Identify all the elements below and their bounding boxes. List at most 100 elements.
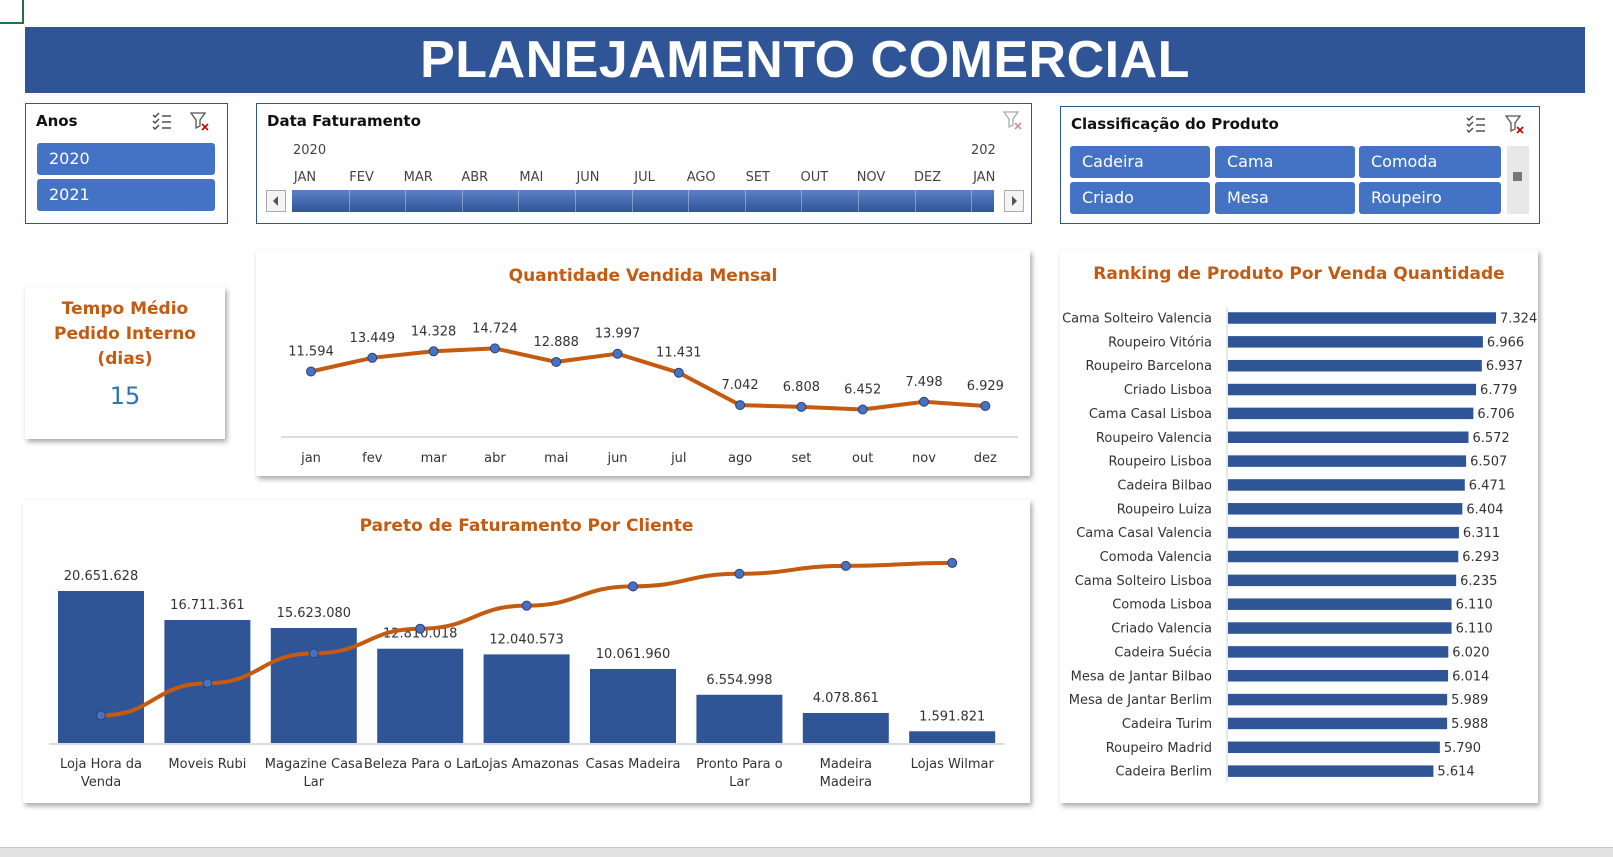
- data-label: 6.507: [1470, 455, 1507, 470]
- x-tick-label: Magazine Casa: [265, 757, 363, 772]
- bar: [1228, 336, 1483, 348]
- data-label: 20.651.628: [64, 569, 138, 584]
- bar: [1228, 717, 1448, 730]
- timeline-year-end: 202: [971, 143, 996, 158]
- x-tick-label: Lar: [729, 775, 750, 790]
- x-tick-label: ago: [728, 451, 752, 466]
- bar: [1228, 431, 1469, 443]
- kpi-value: 15: [109, 382, 141, 410]
- ranking-chart-svg: Cama Solteiro Valencia 7.324 Roupeiro Vitó…: [1062, 307, 1537, 782]
- bar: [377, 648, 464, 743]
- data-label: 5.614: [1437, 765, 1474, 780]
- x-tick-label: fev: [362, 451, 383, 466]
- y-tick-label: Cadeira Bilbao: [1117, 478, 1212, 493]
- kpi-title-line1: Tempo Médio: [61, 299, 189, 319]
- slicer-item-criado[interactable]: Criado: [1070, 182, 1210, 214]
- y-tick-label: Roupeiro Lisboa: [1109, 455, 1212, 470]
- slicer-item-mesa[interactable]: Mesa: [1215, 182, 1355, 214]
- y-tick-label: Roupeiro Luiza: [1117, 502, 1212, 517]
- x-tick-label: jun: [606, 451, 627, 466]
- data-label: 7.042: [721, 378, 758, 393]
- slicer-item-2020[interactable]: 2020: [37, 143, 215, 175]
- timeline-divider: [971, 190, 973, 212]
- data-label: 6.779: [1480, 383, 1517, 398]
- y-tick-label: Cadeira Berlim: [1116, 765, 1213, 780]
- timeline-month-label: JUN: [576, 170, 600, 185]
- data-label: 12.888: [533, 335, 579, 350]
- bar: [1228, 455, 1467, 467]
- slicer-item-comoda[interactable]: Comoda: [1359, 146, 1501, 178]
- timeline-month-label: MAR: [403, 170, 433, 185]
- kpi-title-line2: Pedido Interno: [53, 324, 196, 344]
- clear-filter-icon[interactable]: [189, 110, 211, 132]
- timeline-month-label: AGO: [686, 170, 716, 185]
- bar: [1228, 741, 1440, 754]
- x-tick-label: Madeira: [820, 775, 872, 790]
- data-point: [919, 396, 929, 407]
- slicer-item-cama[interactable]: Cama: [1215, 146, 1355, 178]
- data-label: 12.040.573: [489, 632, 563, 647]
- y-tick-label: Comoda Valencia: [1100, 550, 1212, 565]
- bar: [1228, 574, 1457, 587]
- scroll-right-icon[interactable]: [1004, 190, 1024, 212]
- timeline-bar[interactable]: [292, 190, 994, 212]
- y-tick-label: Roupeiro Barcelona: [1085, 359, 1212, 374]
- data-label: 5.988: [1451, 717, 1488, 732]
- data-label: 6.110: [1456, 622, 1493, 637]
- bar: [1228, 407, 1474, 420]
- cell-selection-marker: [0, 0, 24, 24]
- timeline-divider: [405, 190, 407, 212]
- series-line: [310, 346, 986, 412]
- bar: [1228, 693, 1448, 706]
- slicer-item-roupeiro[interactable]: Roupeiro: [1359, 182, 1501, 214]
- kpi-card: Tempo Médio Pedido Interno (dias) 15: [25, 287, 225, 439]
- y-tick-label: Mesa de Jantar Berlim: [1069, 693, 1212, 708]
- bar: [1228, 598, 1452, 610]
- timeline-divider: [575, 190, 576, 212]
- clear-filter-icon[interactable]: [1504, 113, 1526, 135]
- data-label: 6.235: [1460, 574, 1497, 589]
- data-label: 5.989: [1451, 693, 1488, 708]
- monthly-chart-svg: 11.594 jan 13.449 fev 14.328 mar 14.724 abr 12.8…: [281, 321, 1018, 466]
- kpi-title-line3: (dias): [97, 349, 153, 369]
- data-label: 6.554.998: [706, 673, 772, 688]
- data-label: 11.594: [288, 344, 334, 359]
- data-label: 6.966: [1487, 335, 1524, 350]
- slicer-scrollbar[interactable]: [1507, 146, 1529, 214]
- dashboard-title: PLANEJAMENTO COMERCIAL: [25, 27, 1585, 93]
- data-point: [735, 400, 746, 411]
- multi-select-icon[interactable]: [1465, 113, 1487, 135]
- x-tick-label: Lojas Wilmar: [911, 757, 995, 772]
- timeline-month-label: JAN: [293, 170, 317, 185]
- data-label: 14.724: [472, 321, 518, 336]
- x-tick-label: Moveis Rubi: [168, 757, 246, 772]
- data-label: 13.449: [350, 331, 396, 346]
- x-tick-label: Lar: [304, 775, 325, 790]
- clear-filter-icon[interactable]: [1002, 109, 1024, 131]
- chart-monthly-quantity: Quantidade Vendida Mensal 11.594 jan 13.44…: [256, 250, 1030, 476]
- y-tick-label: Criado Lisboa: [1124, 383, 1212, 398]
- chart-title: Quantidade Vendida Mensal: [508, 266, 778, 286]
- cumulative-point: [947, 557, 958, 568]
- x-tick-label: set: [791, 451, 811, 466]
- cumulative-point: [840, 560, 851, 571]
- slicer-item-2021[interactable]: 2021: [37, 179, 215, 211]
- bar: [1228, 383, 1477, 396]
- data-point: [367, 352, 378, 363]
- cumulative-point: [734, 568, 745, 579]
- timeline-divider: [461, 190, 463, 212]
- y-tick-label: Comoda Lisboa: [1112, 598, 1212, 613]
- slicer-anos: Anos 2020 2021: [25, 103, 228, 224]
- data-point: [306, 366, 316, 377]
- multi-select-icon[interactable]: [151, 110, 173, 132]
- x-tick-label: Casas Madeira: [585, 757, 680, 772]
- bar: [1228, 526, 1459, 539]
- timeline-month-label: JUL: [634, 170, 655, 185]
- y-tick-label: Cadeira Suécia: [1114, 645, 1212, 660]
- x-tick-label: Lojas Amazonas: [474, 757, 579, 772]
- bar: [483, 654, 570, 743]
- slicer-item-cadeira[interactable]: Cadeira: [1070, 146, 1210, 178]
- cumulative-point: [202, 678, 213, 689]
- data-label: 6.452: [844, 382, 881, 397]
- scroll-left-icon[interactable]: [266, 190, 286, 212]
